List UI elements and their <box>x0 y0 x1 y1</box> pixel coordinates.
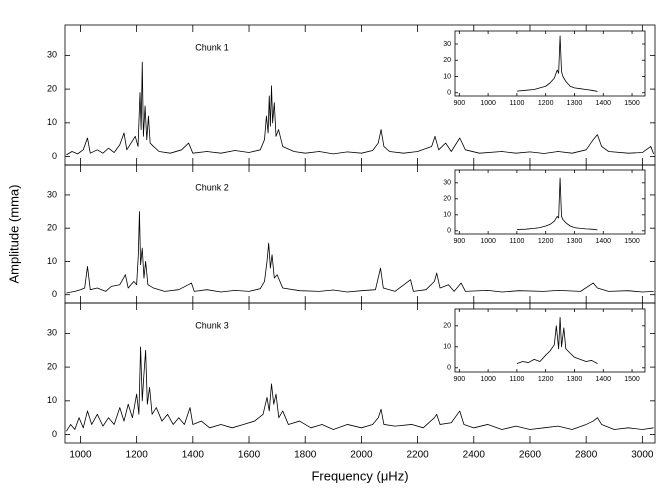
spectrum-line <box>66 346 654 432</box>
inset-background <box>455 31 645 96</box>
x-tick-label: 1200 <box>126 450 149 461</box>
y-tick-label: 20 <box>47 223 57 233</box>
x-tick-label: 1000 <box>69 450 92 461</box>
x-tick-label: 900 <box>453 100 465 107</box>
y-tick-label: 30 <box>47 328 57 338</box>
inset-frame <box>454 30 646 97</box>
x-tick-label: 1600 <box>238 450 261 461</box>
panel-label: Chunk 3 <box>195 320 229 330</box>
x-tick-label: 1000 <box>480 238 496 245</box>
x-tick-label: 1000 <box>480 100 496 107</box>
inset-background <box>455 309 645 372</box>
y-axis-label: Amplitude (mma) <box>6 185 21 284</box>
spectrum-line <box>516 317 598 364</box>
y-tick-label: 20 <box>443 196 451 203</box>
x-tick-label: 1400 <box>595 376 611 383</box>
y-tick-label: 10 <box>443 212 451 219</box>
y-tick-label: 10 <box>47 256 57 266</box>
x-tick-label: 1100 <box>509 100 524 107</box>
x-axis-label: Frequency (μHz) <box>311 468 408 483</box>
inset-background <box>455 170 645 234</box>
x-tick-label: 1500 <box>624 100 640 107</box>
y-tick-label: 20 <box>443 57 451 64</box>
y-tick-label: 0 <box>52 429 57 439</box>
spectrum-line <box>66 211 654 294</box>
x-tick-label: 2200 <box>406 450 429 461</box>
x-tick-label: 1300 <box>567 238 583 245</box>
y-tick-label: 0 <box>447 228 451 235</box>
y-tick-label: 10 <box>443 73 451 80</box>
y-tick-label: 20 <box>443 323 451 330</box>
y-tick-label: 0 <box>52 151 57 161</box>
y-tick-label: 30 <box>443 180 451 187</box>
y-tick-label: 30 <box>47 189 57 199</box>
panel-label: Chunk 2 <box>195 182 229 192</box>
x-tick-label: 1200 <box>538 100 554 107</box>
x-tick-label: 1200 <box>538 238 554 245</box>
x-tick-label: 2000 <box>350 450 373 461</box>
inset-frame <box>454 169 646 235</box>
x-tick-label: 2800 <box>575 450 598 461</box>
x-tick-label: 1400 <box>595 100 611 107</box>
x-tick-label: 1200 <box>538 376 554 383</box>
x-tick-label: 1300 <box>567 100 583 107</box>
x-tick-label: 1800 <box>294 450 317 461</box>
x-tick-label: 3000 <box>631 450 654 461</box>
y-tick-label: 20 <box>47 361 57 371</box>
inset-frame <box>454 308 646 373</box>
panel-label: Chunk 1 <box>195 42 229 52</box>
x-tick-label: 1500 <box>624 238 640 245</box>
spectrum-line <box>66 61 654 156</box>
x-tick-label: 1500 <box>624 376 640 383</box>
y-tick-label: 0 <box>52 289 57 299</box>
x-tick-label: 1100 <box>509 238 524 245</box>
y-tick-label: 30 <box>443 41 451 48</box>
x-tick-label: 900 <box>453 376 465 383</box>
panel-frame <box>64 302 656 444</box>
y-tick-label: 0 <box>447 365 451 372</box>
x-tick-label: 1000 <box>480 376 496 383</box>
x-tick-label: 2400 <box>463 450 486 461</box>
spectrum-line <box>516 35 598 92</box>
x-tick-label: 1400 <box>182 450 205 461</box>
x-tick-label: 1400 <box>595 238 611 245</box>
y-tick-label: 30 <box>47 50 57 60</box>
x-tick-label: 1100 <box>509 376 524 383</box>
y-tick-label: 10 <box>47 117 57 127</box>
y-tick-label: 0 <box>447 90 451 97</box>
x-tick-label: 900 <box>453 238 465 245</box>
y-tick-label: 20 <box>47 83 57 93</box>
x-tick-label: 2600 <box>519 450 542 461</box>
y-tick-label: 10 <box>47 395 57 405</box>
spectrum-line <box>516 177 598 231</box>
y-tick-label: 10 <box>443 344 451 351</box>
x-tick-label: 1300 <box>567 376 583 383</box>
